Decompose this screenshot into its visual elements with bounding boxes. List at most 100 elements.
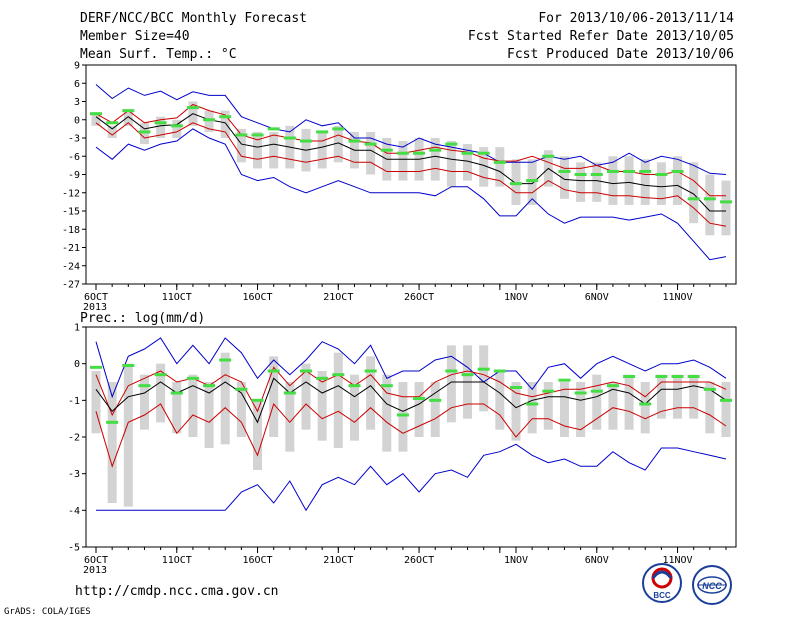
temp-spread-box	[656, 162, 666, 205]
prec-marker	[606, 384, 619, 388]
prec-marker	[219, 358, 232, 362]
temp-marker	[526, 179, 539, 183]
temp-marker	[106, 121, 119, 125]
temp-marker	[720, 200, 732, 204]
prec-spread-box	[236, 382, 246, 437]
temp-marker	[170, 124, 183, 128]
prec-spread-box	[285, 382, 295, 452]
temp-marker	[90, 112, 102, 116]
prec-marker	[170, 391, 183, 395]
prec-spread-box	[253, 400, 263, 470]
prec-spread-box	[123, 363, 133, 507]
temp-marker	[396, 151, 409, 155]
prec-spread-box	[559, 382, 569, 437]
temp-y-tick-label: -12	[62, 188, 80, 199]
temp-max-line	[95, 84, 727, 175]
prec-spread-box	[430, 382, 440, 437]
temp-upper-line	[95, 103, 726, 197]
temp-marker	[639, 169, 652, 173]
temp-spread-box	[236, 128, 246, 163]
temp-mean-line	[95, 113, 726, 212]
prec-marker	[186, 376, 199, 380]
temp-spread-box	[220, 110, 230, 138]
prec-marker	[413, 397, 426, 400]
source-url: http://cmdp.ncc.cma.gov.cn	[75, 584, 279, 599]
temp-marker	[510, 182, 522, 186]
temp-marker	[332, 127, 345, 131]
temp-y-tick-label: 9	[74, 61, 80, 72]
prec-x-tick-label: 11NOV	[662, 555, 692, 566]
temp-x-tick-label: 1NOV	[504, 292, 528, 303]
temp-x-year-label: 2013	[83, 302, 107, 313]
temp-marker	[186, 106, 199, 110]
temp-marker	[623, 169, 636, 173]
prec-marker	[283, 391, 296, 395]
prec-spread-box	[640, 382, 650, 434]
temp-spread-box	[446, 141, 456, 187]
prec-spread-box	[269, 356, 279, 437]
prec-marker	[251, 398, 264, 402]
prec-y-tick-label: 0	[74, 359, 80, 370]
temp-spread-box	[608, 156, 618, 205]
prec-spread-box	[317, 371, 327, 441]
temp-spread-box	[559, 156, 569, 199]
temp-marker	[364, 142, 377, 146]
prec-marker	[477, 367, 490, 371]
ncc-logo-text: NCC	[702, 581, 722, 591]
prec-spread-box	[592, 374, 602, 430]
prec-y-tick-label: -4	[68, 506, 80, 517]
temp-spread-box	[172, 119, 182, 138]
temp-y-tick-label: 0	[74, 115, 80, 126]
prec-spread-box	[479, 345, 489, 412]
temp-y-tick-label: -3	[68, 134, 80, 145]
temp-spread-box	[673, 156, 683, 205]
prec-lower-line	[95, 403, 727, 468]
temp-marker	[493, 160, 506, 164]
prec-marker	[574, 391, 587, 395]
prec-marker	[138, 384, 151, 388]
prec-x-tick-label: 6NOV	[585, 555, 609, 566]
grads-credit: GrADS: COLA/IGES	[4, 607, 91, 617]
temp-marker	[348, 139, 361, 143]
temp-marker	[429, 148, 442, 152]
temp-spread-box	[317, 131, 327, 169]
prec-y-tick-label: -3	[68, 469, 80, 480]
prec-spread-box	[446, 345, 456, 423]
prec-marker	[590, 389, 603, 393]
temp-x-tick-label: 6NOV	[585, 292, 609, 303]
temp-spread-box	[624, 156, 634, 205]
temp-spread-box	[269, 131, 279, 169]
prec-marker	[203, 384, 216, 388]
precipitation-panel: 1 0 -1 -2 -3 -4 -5 6OCT 11OCT 16OCT 21OCT 26OCT 1NOV…	[68, 323, 737, 576]
temp-spread-box	[123, 110, 133, 126]
prec-spread-box	[220, 352, 230, 445]
forecast-period: For 2013/10/06-2013/11/14	[538, 11, 734, 26]
temp-spread-box	[721, 180, 731, 236]
temp-spread-box	[333, 125, 343, 163]
temp-marker	[413, 151, 426, 155]
prec-spread-box	[543, 382, 553, 430]
temp-spread-box	[253, 131, 263, 169]
member-size-label: Member Size=40	[80, 29, 190, 44]
temp-marker	[219, 115, 232, 119]
temp-marker	[655, 173, 668, 176]
temp-spread-box	[576, 162, 586, 202]
prec-marker	[106, 420, 119, 424]
temp-spread-box	[91, 113, 101, 126]
prec-spread-box	[398, 382, 408, 452]
temp-spread-box	[592, 162, 602, 202]
prec-marker	[316, 376, 329, 380]
prec-marker	[364, 369, 377, 373]
prec-x-year-label: 2013	[83, 565, 107, 576]
prec-spread-box	[608, 382, 618, 430]
temp-marker	[251, 133, 264, 137]
prec-x-tick-label: 6OCT	[84, 555, 108, 566]
temp-spread-box	[640, 159, 650, 205]
temperature-panel: 9 6 3 0 -3 -6 -9 -12 -15 -18 -21 -24 -27 6OCT 11OCT 16O…	[62, 61, 737, 313]
temp-marker	[574, 173, 587, 176]
temp-spread-box	[479, 147, 489, 187]
temp-marker	[558, 169, 571, 173]
prec-y-tick-label: -5	[68, 543, 80, 554]
prec-spread-box	[188, 374, 198, 437]
temp-y-tick-label: -9	[68, 170, 80, 181]
